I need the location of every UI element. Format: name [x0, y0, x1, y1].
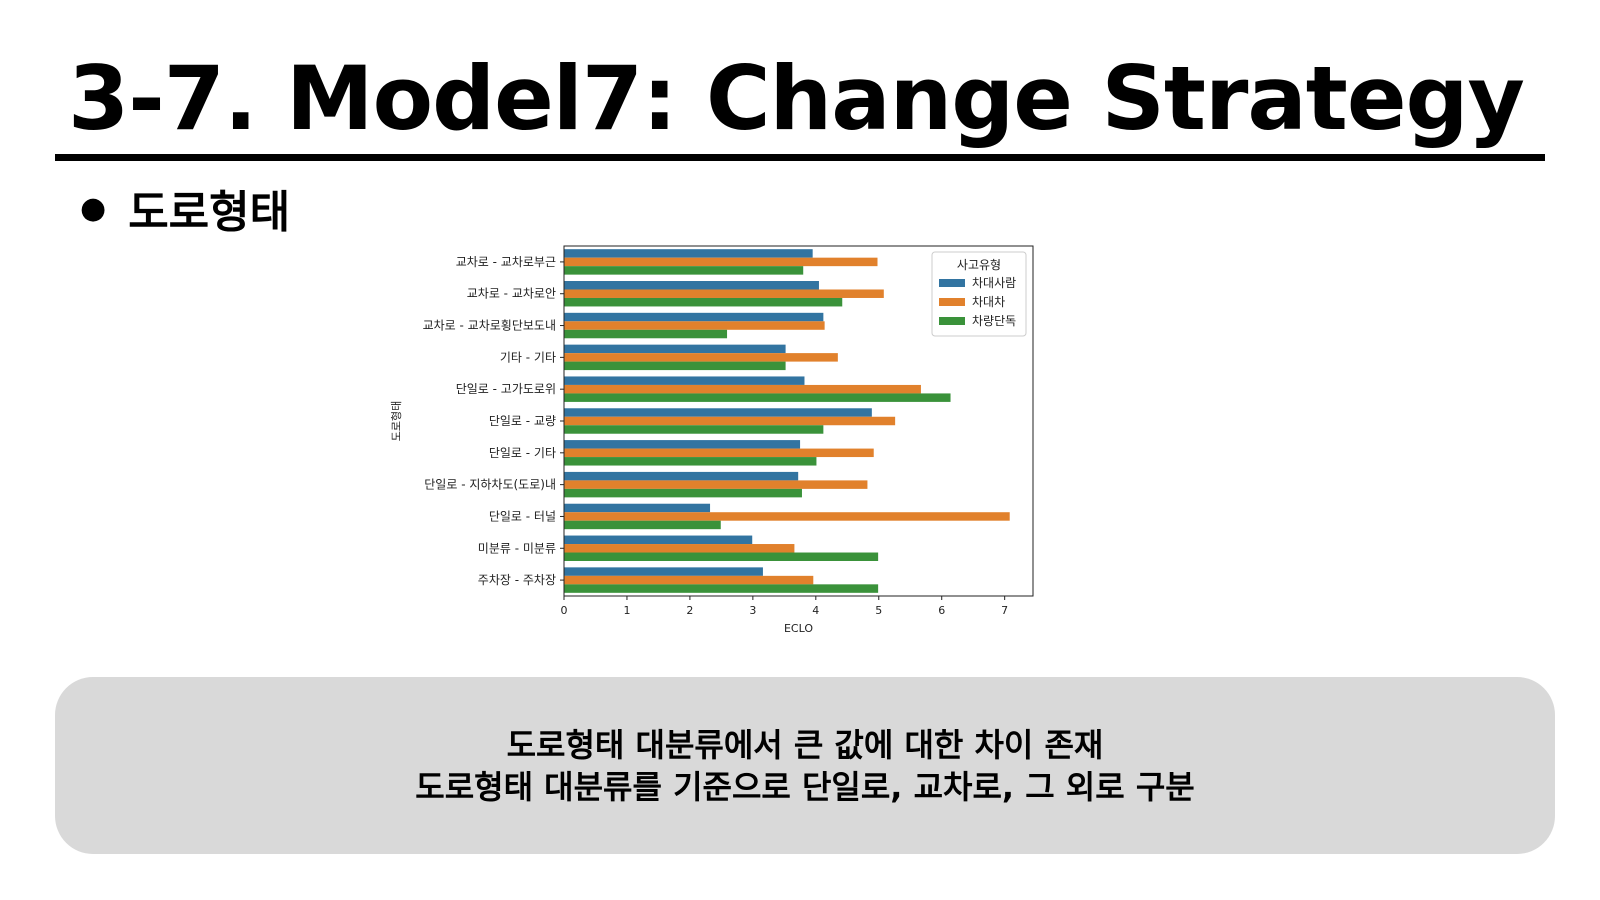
x-tick-label: 1: [623, 604, 630, 617]
bar-1-3: [564, 266, 804, 275]
bullet-text: 도로형태: [128, 187, 291, 238]
x-axis-label: ECLO: [784, 622, 813, 635]
bar-11-1: [564, 567, 763, 576]
bullet-item: ● 도로형태: [80, 180, 290, 238]
callout-line-1: 도로형태 대분류에서 큰 값에 대한 차이 존재: [506, 725, 1104, 764]
bar-8-2: [564, 480, 868, 489]
y-tick-label: 기타 - 기타: [500, 350, 556, 364]
legend-swatch-1: [939, 279, 965, 287]
bar-10-3: [564, 552, 879, 561]
y-tick-label: 미분류 - 미분류: [478, 541, 556, 555]
y-tick-label: 단일로 - 고가도로위: [456, 382, 556, 396]
bar-4-3: [564, 361, 786, 371]
bar-11-3: [564, 584, 879, 593]
x-tick-label: 0: [561, 604, 568, 617]
y-tick-label: 단일로 - 교량: [489, 414, 556, 428]
bar-5-3: [564, 393, 951, 402]
title-underline: [55, 154, 1545, 161]
bar-7-3: [564, 457, 817, 466]
y-tick-label: 주차장 - 주차장: [478, 573, 556, 587]
bar-1-1: [564, 249, 813, 258]
y-tick-label: 단일로 - 기타: [489, 446, 556, 460]
bar-9-1: [564, 503, 711, 513]
y-tick-label: 교차로 - 교차로횡단보도내: [423, 319, 556, 333]
bar-3-1: [564, 312, 824, 322]
bar-3-3: [564, 329, 728, 339]
bar-11-2: [564, 575, 814, 585]
x-tick-label: 4: [812, 604, 819, 617]
legend-label-1: 차대사람: [972, 276, 1016, 290]
bar-4-2: [564, 353, 838, 362]
x-tick-label: 6: [938, 604, 945, 617]
bar-2-3: [564, 297, 843, 307]
summary-callout: 도로형태 대분류에서 큰 값에 대한 차이 존재 도로형태 대분류를 기준으로 …: [55, 677, 1555, 854]
bar-5-1: [564, 376, 805, 385]
bullet-dot-icon: ●: [80, 190, 107, 226]
bar-10-2: [564, 544, 795, 553]
legend-box: [931, 251, 1027, 337]
bar-7-1: [564, 440, 801, 449]
x-tick-label: 7: [1001, 604, 1008, 617]
bar-6-3: [564, 425, 824, 434]
y-tick-label: 단일로 - 터널: [489, 509, 556, 523]
y-axis-label: 도로형태: [390, 401, 403, 441]
bar-2-2: [564, 289, 884, 298]
legend-swatch-3: [939, 317, 965, 325]
bar-9-2: [564, 512, 1010, 521]
x-tick-label: 2: [686, 604, 693, 617]
y-tick-label: 교차로 - 교차로안: [467, 287, 556, 301]
bar-5-2: [564, 384, 921, 394]
bar-9-3: [564, 520, 721, 530]
legend-title: 사고유형: [957, 258, 1001, 272]
bar-1-2: [564, 257, 878, 267]
legend-label-2: 차대차: [972, 295, 1005, 309]
bar-10-1: [564, 535, 753, 545]
y-tick-label: 단일로 - 지하차도(도로)내: [424, 478, 556, 492]
bar-8-3: [564, 488, 802, 498]
y-tick-label: 교차로 - 교차로부근: [456, 255, 556, 269]
bar-6-2: [564, 416, 896, 426]
bar-3-2: [564, 321, 825, 330]
bar-7-2: [564, 448, 874, 458]
bar-2-1: [564, 281, 819, 290]
callout-line-2: 도로형태 대분류를 기준으로 단일로, 교차로, 그 외로 구분: [415, 767, 1195, 806]
x-tick-label: 3: [749, 604, 756, 617]
x-tick-label: 5: [875, 604, 882, 617]
bar-4-1: [564, 344, 786, 354]
legend-swatch-2: [939, 298, 965, 306]
slide-title: 3-7. Model7: Change Strategy: [68, 47, 1525, 150]
legend-label-3: 차량단독: [972, 314, 1016, 328]
bar-8-1: [564, 471, 799, 481]
bar-6-1: [564, 408, 872, 417]
